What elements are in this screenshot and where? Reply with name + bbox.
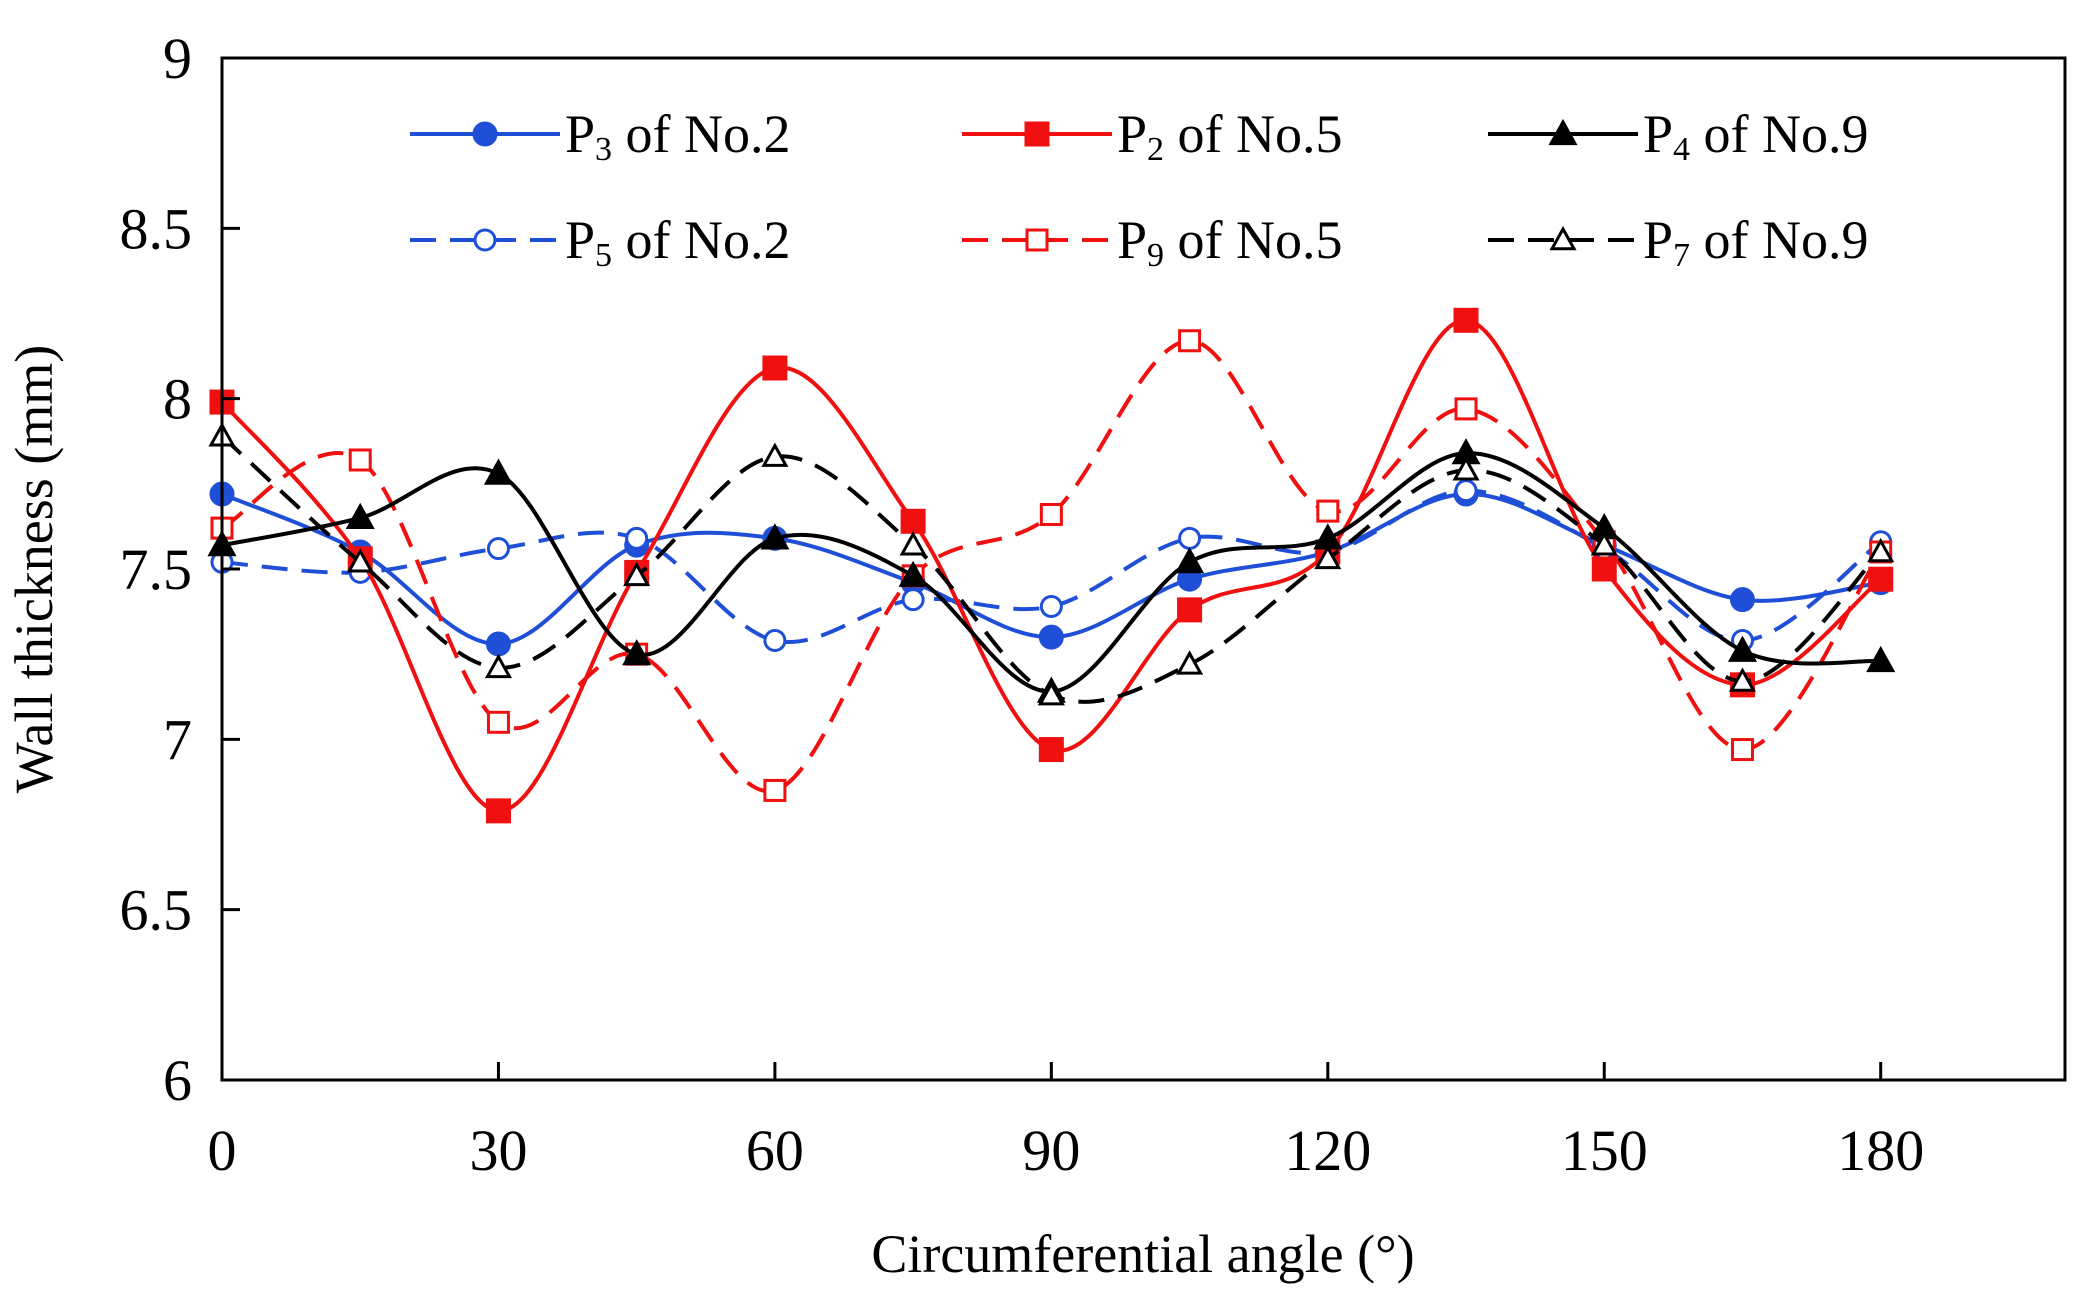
data-point: [1314, 544, 1342, 570]
data-point: [346, 548, 374, 573]
legend-label: P9 of No.5: [1117, 210, 1343, 274]
legend-marker: [472, 121, 498, 147]
legend-marker: [1024, 121, 1050, 147]
y-tick-label: 7.5: [120, 537, 193, 602]
legend-label: P2 of No.5: [1117, 104, 1343, 168]
x-tick-label: 30: [469, 1118, 527, 1183]
data-point: [1453, 307, 1479, 333]
data-point: [761, 442, 789, 467]
legend-item: P5 of No.2: [410, 210, 791, 274]
legend-item: P3 of No.2: [410, 104, 791, 168]
data-point: [486, 710, 510, 734]
data-point: [1591, 556, 1617, 582]
y-axis-ticks: 6 6.5 7 7.5 8 8.5 9: [120, 26, 240, 1113]
x-tick-label: 120: [1284, 1118, 1371, 1183]
legend-label: P3 of No.2: [565, 104, 791, 168]
x-axis-title: Circumferential angle (°): [871, 1224, 1414, 1284]
data-point: [1316, 499, 1340, 523]
legend-label: P4 of No.9: [1643, 104, 1869, 168]
y-tick-label: 6: [163, 1048, 192, 1113]
data-point: [1454, 479, 1478, 503]
data-point: [1038, 624, 1064, 650]
data-point: [1037, 680, 1065, 706]
data-point: [1176, 650, 1204, 675]
legend-marker: [1549, 225, 1577, 251]
data-point: [1727, 635, 1758, 662]
legend-item: P9 of No.5: [962, 210, 1343, 274]
data-point: [762, 355, 788, 381]
data-point: [483, 458, 513, 485]
data-point: [1590, 531, 1618, 556]
data-point: [1178, 526, 1202, 550]
data-point: [1038, 737, 1064, 763]
data-point: [623, 561, 651, 587]
y-axis-title: Wall thickness (mm): [4, 345, 64, 794]
data-point: [486, 537, 510, 561]
data-point: [485, 798, 511, 824]
x-tick-label: 60: [746, 1118, 804, 1183]
data-point: [1039, 594, 1063, 618]
series-layer: [207, 307, 1896, 824]
data-point: [763, 778, 787, 802]
legend-item: P2 of No.5: [962, 104, 1343, 168]
data-point: [345, 502, 375, 529]
data-point: [1867, 537, 1895, 563]
data-point: [625, 526, 649, 550]
data-point: [1454, 397, 1478, 421]
legend-label: P5 of No.2: [565, 210, 791, 274]
legend: P3 of No.2 P5 of No.2 P2 of No.5 P9 of No.5…: [410, 104, 1869, 274]
x-tick-label: 0: [208, 1118, 237, 1183]
data-point: [348, 448, 372, 472]
series-p7-of-no-9: [208, 422, 1895, 706]
x-tick-label: 150: [1561, 1118, 1648, 1183]
legend-label: P7 of No.9: [1643, 210, 1869, 274]
legend-item: P7 of No.9: [1488, 210, 1869, 274]
legend-marker: [1025, 228, 1049, 252]
data-point: [899, 531, 927, 556]
legend-marker: [473, 228, 497, 252]
data-point: [1868, 566, 1894, 592]
data-point: [1730, 738, 1754, 762]
data-point: [1866, 645, 1896, 673]
legend-marker: [1548, 118, 1578, 146]
data-point: [763, 629, 787, 653]
x-axis-ticks: 0 30 60 90 120 150 180: [208, 1062, 1924, 1183]
legend-item: P4 of No.9: [1488, 104, 1869, 168]
data-point: [1039, 502, 1063, 526]
data-point: [898, 560, 928, 587]
y-tick-label: 8.5: [120, 196, 193, 261]
y-tick-label: 7: [163, 707, 192, 772]
x-tick-label: 90: [1022, 1118, 1080, 1183]
data-point: [1729, 587, 1755, 613]
data-point: [760, 523, 790, 550]
y-tick-label: 6.5: [120, 878, 193, 943]
data-point: [1452, 456, 1480, 481]
data-point: [900, 508, 926, 534]
y-tick-label: 8: [163, 367, 192, 432]
data-point: [1177, 597, 1203, 623]
data-point: [1178, 329, 1202, 353]
data-point: [1175, 547, 1205, 574]
data-point: [1728, 667, 1757, 692]
x-tick-label: 180: [1837, 1118, 1924, 1183]
y-tick-label: 9: [163, 26, 192, 91]
data-point: [622, 639, 652, 666]
data-point: [484, 653, 512, 679]
data-point: [901, 588, 925, 612]
data-point: [485, 631, 511, 657]
